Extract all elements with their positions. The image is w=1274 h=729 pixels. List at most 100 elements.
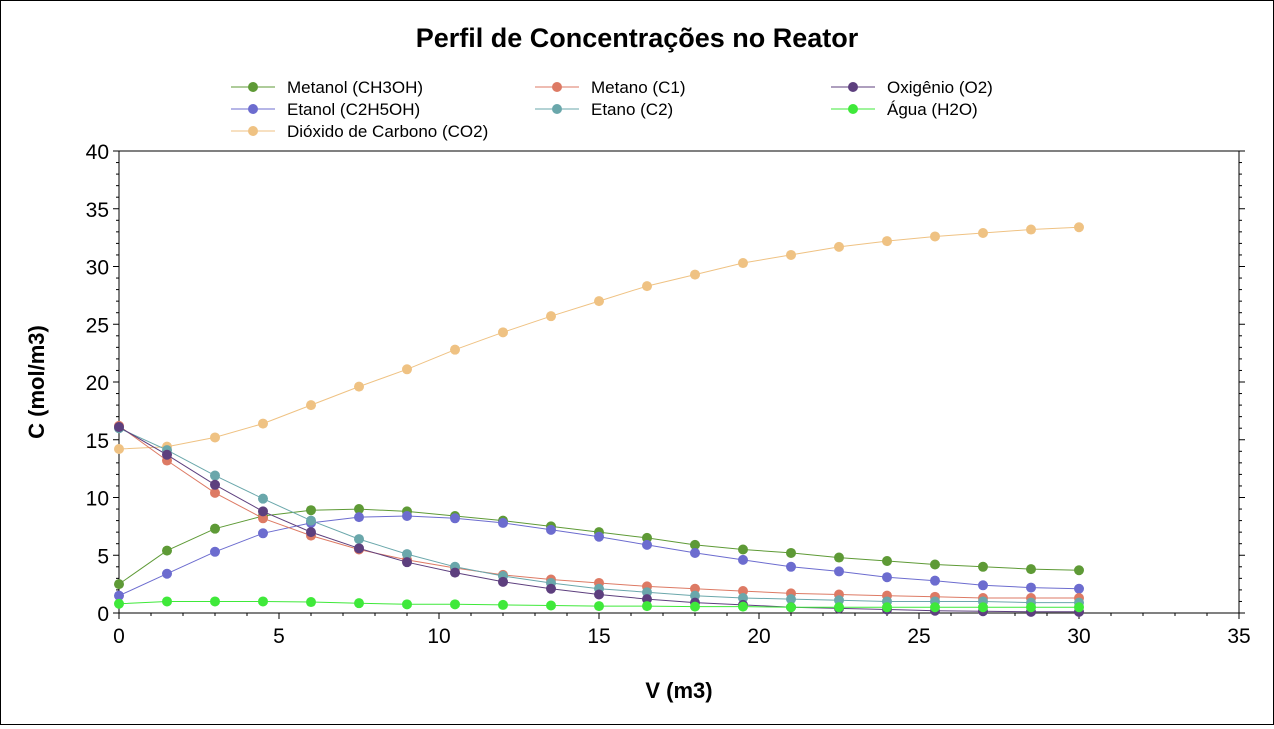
data-point xyxy=(642,532,652,543)
data-point xyxy=(546,311,556,322)
y-tick-label: 20 xyxy=(86,372,109,395)
x-axis-label: V (m3) xyxy=(645,678,712,703)
data-point xyxy=(690,547,700,558)
x-tick-label: 5 xyxy=(273,625,285,648)
data-point xyxy=(258,528,268,539)
y-axis-label: C (mol/m3) xyxy=(24,325,49,439)
data-point xyxy=(738,258,748,269)
legend: Metanol (CH3OH) Etanol (C2H5OH) Dióxido de… xyxy=(231,78,993,141)
data-point xyxy=(306,400,316,411)
legend-marker xyxy=(552,82,562,92)
data-point xyxy=(402,364,412,375)
legend-label: Metano (C1) xyxy=(591,78,685,97)
legend-label: Etanol (C2H5OH) xyxy=(287,100,420,119)
data-point xyxy=(354,504,364,515)
legend-marker xyxy=(552,104,562,114)
plot-area xyxy=(118,150,1240,614)
data-point xyxy=(162,545,172,556)
data-point xyxy=(306,527,316,538)
y-tick-label: 10 xyxy=(86,488,109,511)
axes: 0 5 10 15 20 25 30 35 0 5 10 15 20 25 30 35 40 xyxy=(86,141,1251,648)
data-point xyxy=(402,510,412,521)
data-point xyxy=(642,281,652,292)
x-tick-label: 20 xyxy=(747,625,770,648)
data-point xyxy=(978,561,988,572)
data-point xyxy=(1074,602,1084,613)
data-point xyxy=(738,544,748,555)
data-point xyxy=(450,513,460,524)
data-point xyxy=(690,583,700,594)
y-tick-label: 15 xyxy=(86,430,109,453)
data-point xyxy=(786,602,796,613)
data-point xyxy=(882,236,892,247)
data-point xyxy=(594,296,604,307)
legend-marker xyxy=(248,104,258,114)
data-point xyxy=(210,479,220,490)
data-point xyxy=(642,539,652,550)
data-point xyxy=(834,566,844,577)
data-point xyxy=(210,487,220,498)
data-point xyxy=(882,602,892,613)
data-point xyxy=(258,513,268,524)
y-tick-label: 0 xyxy=(97,603,109,626)
data-point xyxy=(738,592,748,603)
data-point xyxy=(786,561,796,572)
data-point xyxy=(210,546,220,557)
data-point xyxy=(786,249,796,260)
data-point xyxy=(1026,602,1036,613)
data-point xyxy=(1026,564,1036,575)
data-point xyxy=(354,598,364,609)
legend-label: Oxigênio (O2) xyxy=(887,78,993,97)
data-point xyxy=(162,449,172,460)
chart-title: Perfil de Concentrações no Reator xyxy=(416,23,859,53)
data-point xyxy=(354,381,364,392)
data-point xyxy=(642,601,652,612)
data-point xyxy=(306,597,316,608)
data-point xyxy=(498,517,508,528)
data-point xyxy=(690,590,700,601)
data-point xyxy=(594,589,604,600)
y-tick-label: 25 xyxy=(86,314,109,337)
data-point xyxy=(114,590,124,601)
data-point xyxy=(210,470,220,481)
data-point xyxy=(162,568,172,579)
legend-label: Etano (C2) xyxy=(591,100,673,119)
data-point xyxy=(114,598,124,609)
data-point xyxy=(642,594,652,605)
data-point xyxy=(738,554,748,565)
data-point xyxy=(1026,224,1036,235)
legend-marker xyxy=(248,82,258,92)
series-2 xyxy=(114,222,1084,454)
legend-item: Dióxido de Carbono (CO2) xyxy=(231,122,488,141)
x-tick-label: 35 xyxy=(1227,625,1250,648)
data-point xyxy=(978,602,988,613)
series-6 xyxy=(114,596,1084,613)
data-point xyxy=(930,559,940,570)
x-tick-label: 10 xyxy=(427,625,450,648)
data-point xyxy=(978,228,988,239)
y-tick-label: 35 xyxy=(86,199,109,222)
data-point xyxy=(450,599,460,610)
data-point xyxy=(114,422,124,433)
data-point xyxy=(834,241,844,252)
data-point xyxy=(258,506,268,517)
data-point xyxy=(930,602,940,613)
legend-label: Dióxido de Carbono (CO2) xyxy=(287,122,488,141)
data-point xyxy=(690,539,700,550)
data-point xyxy=(114,579,124,590)
data-point xyxy=(690,601,700,612)
data-point xyxy=(546,600,556,611)
legend-item: Etanol (C2H5OH) xyxy=(231,100,420,119)
y-tick-label: 30 xyxy=(86,257,109,280)
data-point xyxy=(354,534,364,545)
data-point xyxy=(1026,582,1036,593)
data-point xyxy=(930,231,940,242)
series-1 xyxy=(114,510,1084,601)
legend-item: Metanol (CH3OH) xyxy=(231,78,423,97)
data-point xyxy=(402,557,412,568)
data-point xyxy=(306,505,316,516)
data-point xyxy=(978,580,988,591)
data-point xyxy=(498,576,508,587)
